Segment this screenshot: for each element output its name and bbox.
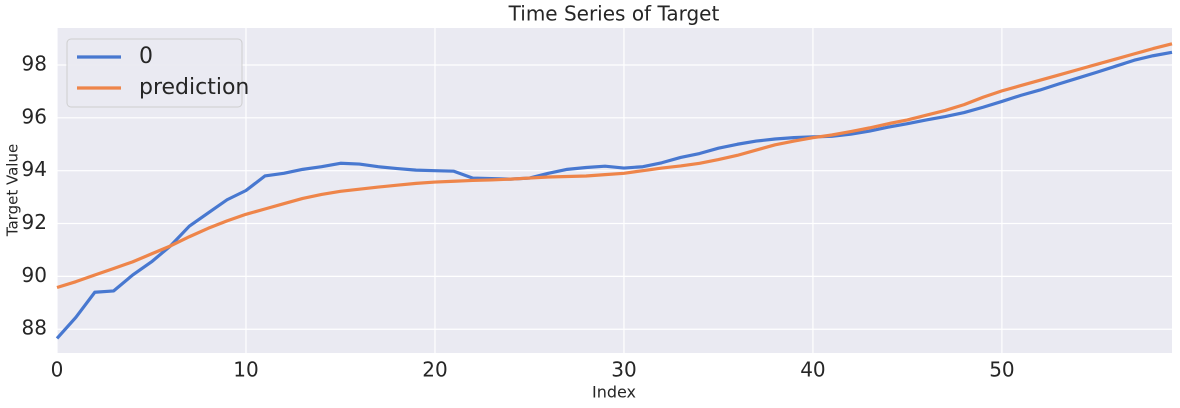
series-line xyxy=(56,42,1173,289)
x-tick-label: 30 xyxy=(611,358,636,382)
y-axis-label: Target Value xyxy=(4,144,22,237)
y-tick-label: 94 xyxy=(22,157,47,181)
y-tick-label: 96 xyxy=(22,104,47,128)
series-line xyxy=(55,50,1173,340)
x-tick-label: 0 xyxy=(51,358,64,382)
y-tick-label: 88 xyxy=(22,316,47,340)
x-axis-label: Index xyxy=(592,383,636,402)
x-tick-label: 10 xyxy=(233,358,258,382)
x-tick-label: 40 xyxy=(800,358,825,382)
x-tick-label: 20 xyxy=(422,358,447,382)
legend-label: prediction xyxy=(139,75,249,100)
legend-label: 0 xyxy=(139,44,153,69)
y-tick-label: 90 xyxy=(22,263,47,287)
chart-title: Time Series of Target xyxy=(508,2,720,26)
y-tick-label: 98 xyxy=(22,51,47,75)
x-tick-label: 50 xyxy=(989,358,1014,382)
y-tick-label: 92 xyxy=(22,210,47,234)
